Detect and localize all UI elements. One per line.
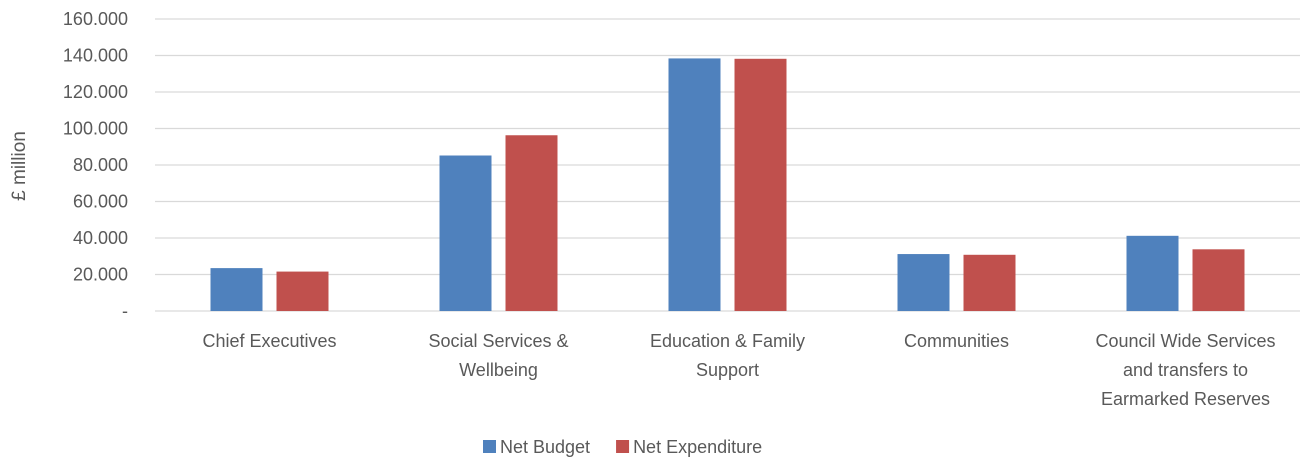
bars	[210, 58, 1245, 311]
x-category-label: Social Services &	[428, 331, 568, 351]
bar-net-budget	[1126, 235, 1179, 311]
y-tick-label: 140.000	[63, 46, 128, 66]
y-axis-title: £ million	[9, 131, 30, 201]
bar-net-budget	[668, 58, 721, 311]
y-tick-label: 80.000	[73, 155, 128, 175]
bar-net-budget	[897, 254, 950, 311]
legend-label: Net Budget	[500, 437, 590, 457]
bar-net-expenditure	[505, 135, 558, 311]
x-category-label: Education & Family	[650, 331, 805, 351]
x-axis-categories: Chief Executives Social Services & Wellbei…	[202, 331, 1275, 409]
x-category-label: Chief Executives	[202, 331, 336, 351]
bar-net-budget	[210, 268, 263, 311]
legend: Net Budget Net Expenditure	[483, 437, 762, 457]
x-category-label: Council Wide Services	[1095, 331, 1275, 351]
legend-swatch	[483, 440, 496, 453]
x-category-label: Support	[696, 360, 759, 380]
bar-net-expenditure	[734, 58, 787, 311]
bar-net-expenditure	[1192, 249, 1245, 311]
y-tick-label: 40.000	[73, 228, 128, 248]
x-category-label: Wellbeing	[459, 360, 538, 380]
x-category-label: Communities	[904, 331, 1009, 351]
bar-net-budget	[439, 155, 492, 311]
x-category-label: and transfers to	[1123, 360, 1248, 380]
y-tick-label: 100.000	[63, 119, 128, 139]
y-tick-label: -	[122, 301, 128, 321]
y-tick-label: 120.000	[63, 82, 128, 102]
y-tick-label: 20.000	[73, 265, 128, 285]
x-category-label: Earmarked Reserves	[1101, 389, 1270, 409]
legend-swatch	[616, 440, 630, 453]
y-tick-label: 160.000	[63, 9, 128, 29]
y-axis-ticks: - 20.000 40.000 60.000 80.000 100.000 120.000 1…	[63, 9, 128, 321]
bar-net-expenditure	[963, 254, 1016, 311]
y-tick-label: 60.000	[73, 192, 128, 212]
bar-net-expenditure	[276, 271, 329, 311]
gridlines	[155, 18, 1300, 312]
legend-label: Net Expenditure	[633, 437, 762, 457]
